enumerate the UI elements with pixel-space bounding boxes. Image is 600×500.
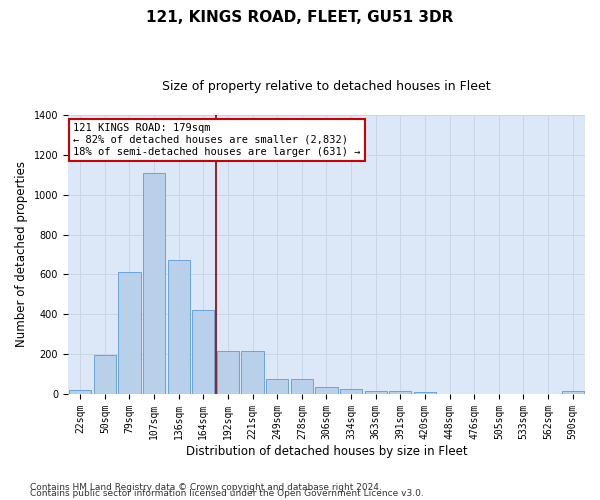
Title: Size of property relative to detached houses in Fleet: Size of property relative to detached ho… (162, 80, 491, 93)
Bar (562, 392, 584, 394)
Bar (94, 355, 116, 394)
Bar (340, 388, 362, 394)
Text: Contains public sector information licensed under the Open Government Licence v3: Contains public sector information licen… (30, 490, 424, 498)
Bar (365, 392, 387, 394)
Bar (143, 173, 165, 394)
Bar (414, 392, 436, 394)
Bar (389, 392, 412, 394)
Text: Contains HM Land Registry data © Crown copyright and database right 2024.: Contains HM Land Registry data © Crown c… (30, 484, 382, 492)
Bar (192, 310, 214, 394)
Bar (241, 351, 263, 394)
Text: 121 KINGS ROAD: 179sqm
← 82% of detached houses are smaller (2,832)
18% of semi-: 121 KINGS ROAD: 179sqm ← 82% of detached… (73, 124, 361, 156)
Bar (118, 272, 140, 394)
Bar (291, 380, 313, 394)
Text: 121, KINGS ROAD, FLEET, GU51 3DR: 121, KINGS ROAD, FLEET, GU51 3DR (146, 10, 454, 25)
Bar (316, 387, 338, 394)
Bar (167, 260, 190, 394)
X-axis label: Distribution of detached houses by size in Fleet: Distribution of detached houses by size … (185, 444, 467, 458)
Bar (69, 390, 91, 394)
Bar (266, 380, 288, 394)
Bar (217, 351, 239, 394)
Y-axis label: Number of detached properties: Number of detached properties (15, 162, 28, 348)
